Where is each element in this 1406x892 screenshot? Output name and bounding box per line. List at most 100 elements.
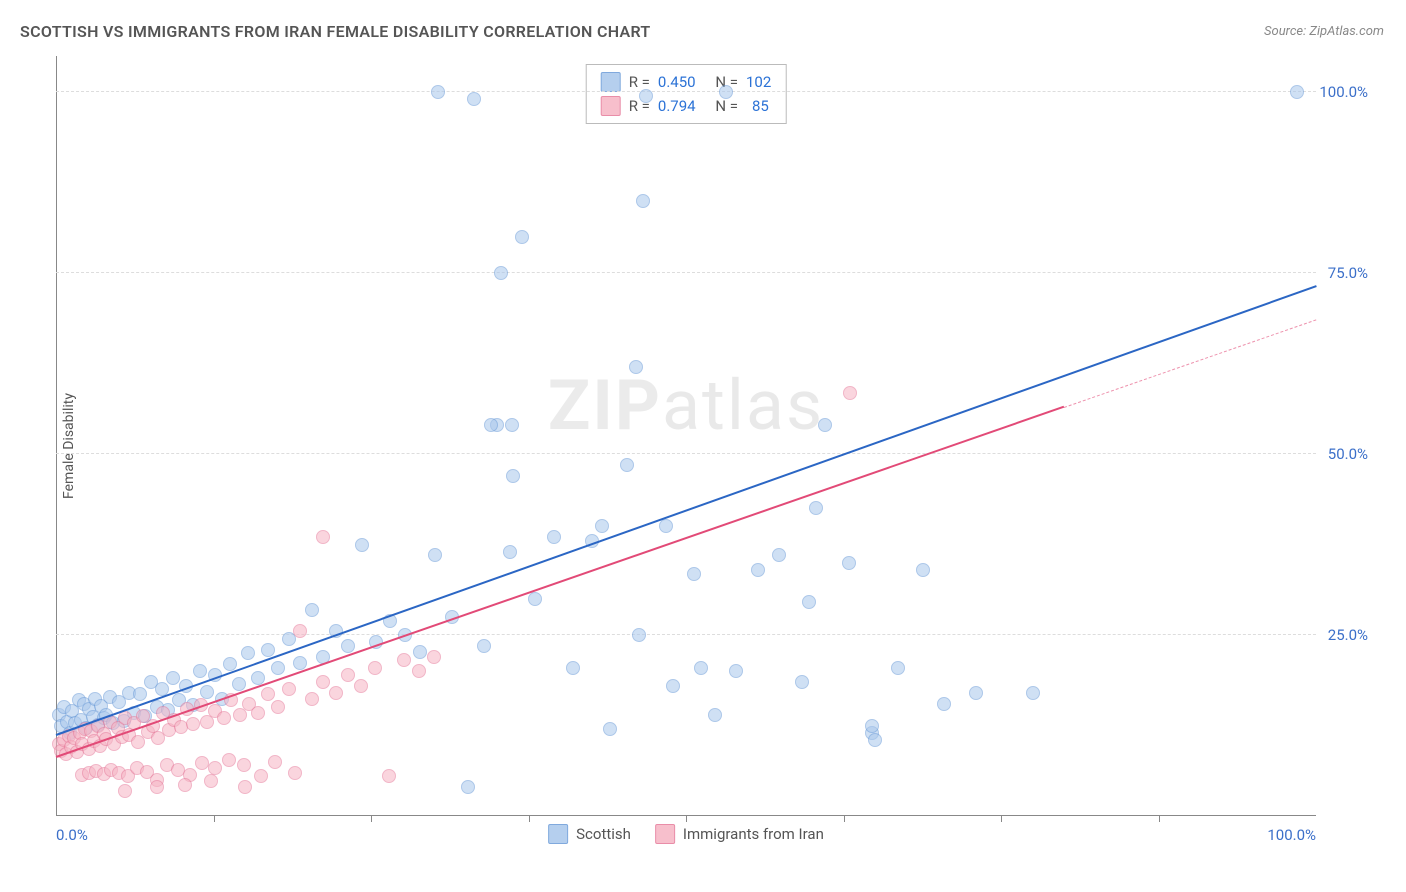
data-point [1026, 686, 1040, 700]
legend-swatch-iran [601, 96, 621, 116]
data-point [547, 530, 561, 544]
data-point [639, 89, 653, 103]
data-point [1290, 85, 1304, 99]
data-point [795, 675, 809, 689]
x-tick-mark [214, 816, 215, 822]
data-point [261, 687, 275, 701]
data-point [494, 266, 508, 280]
x-tick-mark [1159, 816, 1160, 822]
data-point [305, 603, 319, 617]
r-value-iran: 0.794 [658, 94, 696, 118]
source-attribution: Source: ZipAtlas.com [1264, 24, 1384, 39]
data-point [431, 85, 445, 99]
y-axis-line [56, 56, 57, 816]
data-point [355, 538, 369, 552]
data-point [809, 501, 823, 515]
data-point [802, 595, 816, 609]
data-point [687, 567, 701, 581]
legend-item-scottish: Scottish [548, 824, 631, 844]
data-point [729, 664, 743, 678]
data-point [505, 418, 519, 432]
correlation-legend: R = 0.450 N = 102 R = 0.794 N = 85 [586, 64, 787, 124]
data-point [166, 671, 180, 685]
data-point [193, 664, 207, 678]
data-point [329, 686, 343, 700]
grid-line [56, 453, 1316, 454]
data-point [316, 530, 330, 544]
legend-label-iran: Immigrants from Iran [683, 825, 824, 843]
data-point [254, 769, 268, 783]
data-point [595, 519, 609, 533]
grid-line [56, 634, 1316, 635]
data-point [772, 548, 786, 562]
series-legend: Scottish Immigrants from Iran [548, 824, 824, 844]
x-tick-mark [371, 816, 372, 822]
legend-row-iran: R = 0.794 N = 85 [601, 94, 772, 118]
data-point [629, 360, 643, 374]
legend-swatch-scottish [548, 824, 568, 844]
data-point [368, 661, 382, 675]
data-point [477, 639, 491, 653]
legend-item-iran: Immigrants from Iran [655, 824, 824, 844]
data-point [232, 677, 246, 691]
legend-label-scottish: Scottish [576, 825, 631, 843]
data-point [150, 780, 164, 794]
data-point [969, 686, 983, 700]
chart-title: SCOTTISH VS IMMIGRANTS FROM IRAN FEMALE … [20, 22, 651, 41]
data-point [382, 769, 396, 783]
plot-area: ZIPatlas R = 0.450 N = 102 R = 0.794 N =… [56, 56, 1316, 816]
data-point [566, 661, 580, 675]
data-point [271, 661, 285, 675]
trend-line [56, 286, 1317, 737]
data-point [305, 692, 319, 706]
x-tick-mark [686, 816, 687, 822]
data-point [397, 653, 411, 667]
trend-line [56, 406, 1065, 758]
data-point [118, 784, 132, 798]
grid-line [56, 91, 1316, 92]
data-point [223, 657, 237, 671]
data-point [261, 643, 275, 657]
data-point [288, 766, 302, 780]
data-point [293, 656, 307, 670]
data-point [217, 711, 231, 725]
y-tick-label: 50.0% [1328, 445, 1368, 463]
data-point [222, 753, 236, 767]
data-point [666, 679, 680, 693]
data-point [719, 85, 733, 99]
data-point [503, 545, 517, 559]
data-point [916, 563, 930, 577]
data-point [427, 650, 441, 664]
data-point [208, 761, 222, 775]
data-point [341, 668, 355, 682]
data-point [186, 717, 200, 731]
data-point [843, 386, 857, 400]
data-point [237, 758, 251, 772]
data-point [412, 664, 426, 678]
data-point [818, 418, 832, 432]
legend-swatch-scottish [601, 72, 621, 92]
data-point [484, 418, 498, 432]
data-point [413, 645, 427, 659]
data-point [200, 685, 214, 699]
x-tick-label: 0.0% [56, 826, 88, 844]
data-point [251, 706, 265, 720]
grid-line [56, 272, 1316, 273]
data-point [204, 774, 218, 788]
data-point [868, 733, 882, 747]
data-point [268, 755, 282, 769]
x-tick-mark [844, 816, 845, 822]
data-point [620, 458, 634, 472]
data-point [937, 697, 951, 711]
data-point [891, 661, 905, 675]
legend-swatch-iran [655, 824, 675, 844]
data-point [708, 708, 722, 722]
data-point [636, 194, 650, 208]
watermark-zip: ZIP [548, 365, 662, 447]
y-tick-label: 25.0% [1328, 626, 1368, 644]
data-point [515, 230, 529, 244]
x-tick-label: 100.0% [1267, 826, 1316, 844]
data-point [282, 682, 296, 696]
data-point [241, 646, 255, 660]
data-point [506, 469, 520, 483]
